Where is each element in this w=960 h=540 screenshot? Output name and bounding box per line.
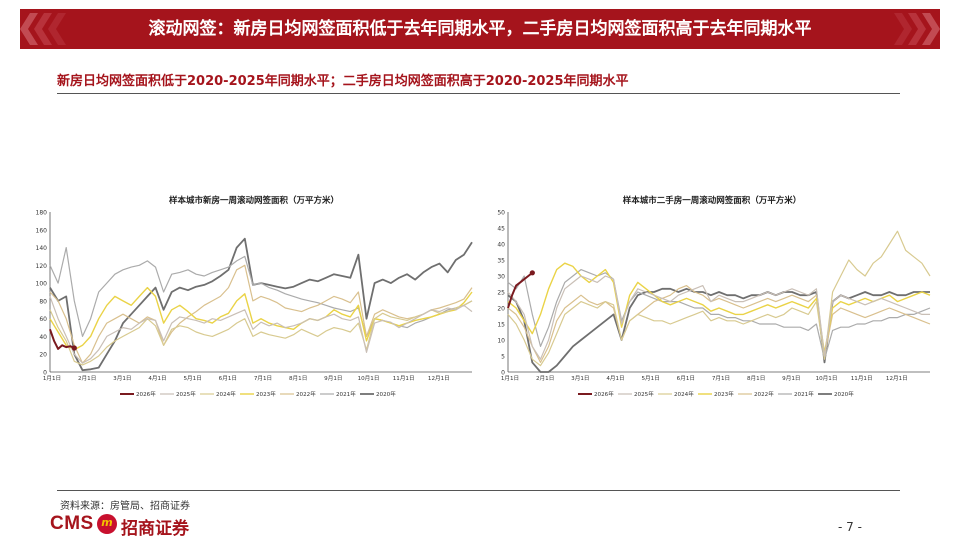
divider-bottom: [57, 490, 900, 491]
x-tick-label: 3月1日: [571, 375, 589, 382]
legend-label: 2026年: [594, 390, 614, 398]
y-tick-label: 40: [39, 334, 47, 341]
legend-label: 2022年: [754, 390, 774, 398]
series-line-2022年: [49, 264, 473, 364]
legend-label: 2022年: [296, 390, 316, 398]
y-tick-label: 80: [39, 298, 47, 305]
x-tick-label: 4月1日: [606, 375, 624, 382]
y-tick-label: 160: [36, 227, 48, 234]
page-number: - 7 -: [838, 520, 862, 534]
legend-label: 2024年: [674, 390, 694, 398]
series-line-2026年: [49, 328, 75, 350]
logo-text-latin: CMS: [50, 513, 94, 534]
y-tick-label: 100: [36, 281, 48, 288]
legend-label: 2025年: [634, 390, 654, 398]
series-line-2020年: [507, 287, 930, 373]
y-tick-label: 180: [36, 210, 48, 217]
series-line-2024年: [49, 300, 473, 366]
legend-label: 2024年: [216, 390, 236, 398]
logo-text-cn: 招商证券: [121, 519, 189, 539]
slide-subtitle: 新房日均网签面积低于2020-2025年同期水平；二手房日均网签面积高于2020…: [57, 74, 629, 89]
legend-label: 2023年: [714, 390, 734, 398]
legend-label: 2025年: [176, 390, 196, 398]
y-tick-label: 50: [497, 210, 505, 217]
y-tick-label: 0: [501, 370, 505, 377]
y-tick-label: 30: [497, 274, 505, 281]
y-tick-label: 40: [497, 242, 505, 249]
second-hand-chart: 样本城市二手房一周滚动网签面积（万平方米） 0 5 10 15 20 25 30 35 40 45 5…: [486, 190, 938, 408]
legend-label: 2023年: [256, 390, 276, 398]
y-tick-label: 0: [43, 370, 47, 377]
y-tick-label: 25: [497, 290, 505, 297]
x-tick-label: 5月1日: [184, 375, 202, 382]
series-line-2020年: [49, 237, 473, 372]
legend-label: 2026年: [136, 390, 156, 398]
series-line-2025年: [507, 275, 930, 360]
legend-label: 2020年: [834, 390, 854, 398]
chevron-left-decoration-icon: [20, 13, 66, 45]
x-tick-label: 12月1日: [886, 375, 908, 382]
x-tick-label: 7月1日: [254, 375, 272, 382]
x-tick-label: 6月1日: [219, 375, 237, 382]
legend-label: 2020年: [376, 390, 396, 398]
x-tick-label: 10月1日: [816, 375, 838, 382]
series-line-2026年: [507, 272, 533, 309]
x-tick-label: 1月1日: [43, 375, 61, 382]
legend-label: 2021年: [336, 390, 356, 398]
chart-title: 样本城市二手房一周滚动网签面积（万平方米）: [623, 195, 802, 206]
divider-top: [57, 93, 900, 94]
y-tick-label: 5: [501, 354, 505, 361]
series-end-marker: [71, 345, 77, 351]
x-tick-label: 4月1日: [148, 375, 166, 382]
chart-title: 样本城市新房一周滚动网签面积（万平方米）: [169, 195, 339, 206]
x-tick-label: 2月1日: [536, 375, 554, 382]
y-tick-label: 120: [36, 263, 48, 270]
y-tick-label: 45: [497, 226, 505, 233]
y-tick-label: 10: [497, 338, 505, 345]
series-line-2023年: [49, 286, 473, 351]
series-line-2022年: [507, 284, 931, 363]
x-tick-label: 11月1日: [851, 375, 873, 382]
series-line-2024年: [507, 230, 931, 367]
new-home-chart-svg: 样本城市新房一周滚动网签面积（万平方米） 0 20 40 60 80 100 120 140 16…: [36, 195, 473, 398]
y-tick-label: 60: [39, 316, 47, 323]
x-tick-label: 6月1日: [677, 375, 695, 382]
x-tick-label: 2月1日: [78, 375, 96, 382]
x-tick-label: 10月1日: [358, 375, 380, 382]
second-hand-chart-svg: 样本城市二手房一周滚动网签面积（万平方米） 0 5 10 15 20 25 30 35 40 45 5…: [497, 195, 931, 398]
chevron-right-decoration-icon: [894, 13, 940, 45]
new-home-chart: 样本城市新房一周滚动网签面积（万平方米） 0 20 40 60 80 100 120 140 16…: [28, 190, 480, 408]
x-tick-label: 9月1日: [782, 375, 800, 382]
x-tick-label: 9月1日: [324, 375, 342, 382]
series-end-marker: [529, 270, 535, 276]
slide-title: 滚动网签：新房日均网签面积低于去年同期水平，二手房日均网签面积高于去年同期水平: [148, 19, 812, 39]
y-tick-label: 140: [36, 245, 48, 252]
title-bar: 滚动网签：新房日均网签面积低于去年同期水平，二手房日均网签面积高于去年同期水平: [20, 9, 940, 49]
x-tick-label: 1月1日: [501, 375, 519, 382]
y-tick-label: 35: [497, 258, 505, 265]
x-tick-label: 7月1日: [712, 375, 730, 382]
x-tick-label: 5月1日: [642, 375, 660, 382]
series-line-2023年: [507, 262, 931, 354]
source-note: 资料来源：房管局、招商证券: [60, 501, 190, 512]
x-tick-label: 8月1日: [289, 375, 307, 382]
y-tick-label: 20: [39, 352, 47, 359]
legend-label: 2021年: [794, 390, 814, 398]
x-tick-label: 11月1日: [393, 375, 415, 382]
x-tick-label: 3月1日: [113, 375, 131, 382]
logo-badge-icon: m: [97, 514, 117, 534]
series-line-2025年: [49, 296, 473, 364]
x-tick-label: 12月1日: [428, 375, 450, 382]
x-tick-label: 8月1日: [747, 375, 765, 382]
y-tick-label: 15: [497, 322, 505, 329]
y-tick-label: 20: [497, 306, 505, 313]
